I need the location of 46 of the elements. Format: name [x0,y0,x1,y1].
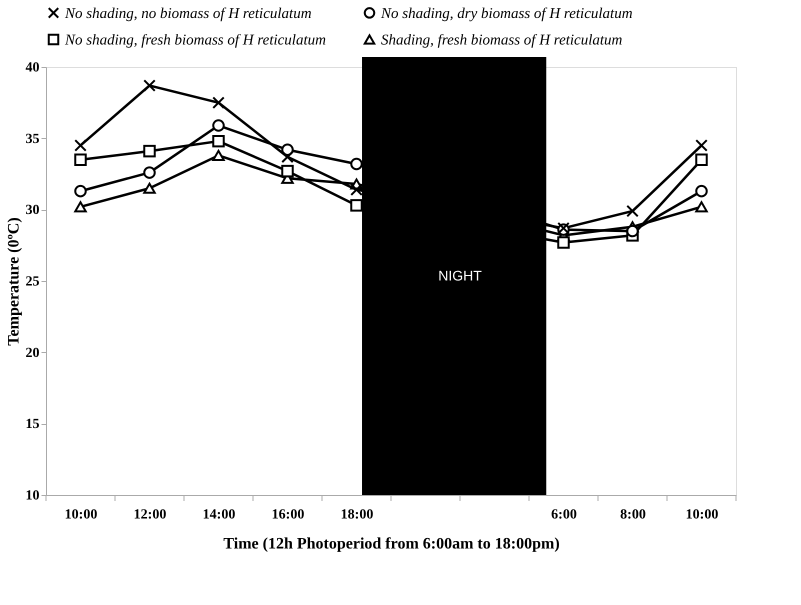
y-tick-label: 40 [26,60,40,76]
x-tick-label: 18:00 [340,508,374,522]
point [695,153,708,166]
point [74,153,87,166]
point [695,201,708,212]
x-tick-label: 14:00 [202,508,236,522]
x-tick-label: 8:00 [620,508,646,522]
point [350,183,363,196]
point [281,164,294,178]
point [212,96,225,109]
band-label: NIGHT [438,268,482,284]
point [74,184,87,198]
legend-label: No shading, no biomass of H reticulatum [64,6,312,22]
point [143,79,156,92]
legend-label: No shading, fresh biomass of H reticulatum [64,32,326,48]
y-tick-label: 25 [26,274,40,290]
legend-label: Shading, fresh biomass of H reticulatum [381,32,623,48]
point [695,184,708,198]
point [74,201,87,212]
x-axis-title: Time (12h Photoperiod from 6:00am to 18:00pm) [223,536,560,552]
x-tick-label: 16:00 [272,508,304,522]
y-tick-label: 35 [26,132,40,147]
point [143,166,156,179]
point [212,119,225,132]
point [626,204,639,218]
point [74,139,87,152]
point [212,134,225,148]
x-tick-label: 10:00 [64,508,98,522]
point [350,199,363,212]
legend-label: No shading, dry biomass of H reticulatum [380,6,633,22]
y-tick-label: 15 [26,417,40,432]
point [626,224,639,238]
x-tick-label: 10:00 [686,508,718,522]
y-axis-title: Temperature (0ºC) [6,217,22,346]
y-tick-label: 20 [26,346,40,361]
point [143,182,156,194]
point [695,139,708,152]
y-tick-label: 30 [26,203,40,218]
y-tick-label: 10 [26,488,40,504]
point [350,158,363,170]
x-tick-label: 6:00 [551,508,577,522]
point [281,150,294,164]
point [143,144,156,158]
point [212,150,225,161]
point [557,236,570,249]
x-tick-label: 12:00 [134,508,166,522]
